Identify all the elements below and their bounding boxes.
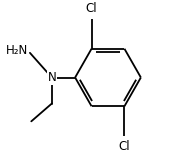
- Text: Cl: Cl: [86, 2, 97, 15]
- Text: N: N: [47, 71, 56, 84]
- Text: H₂N: H₂N: [6, 44, 29, 57]
- Text: Cl: Cl: [119, 140, 130, 153]
